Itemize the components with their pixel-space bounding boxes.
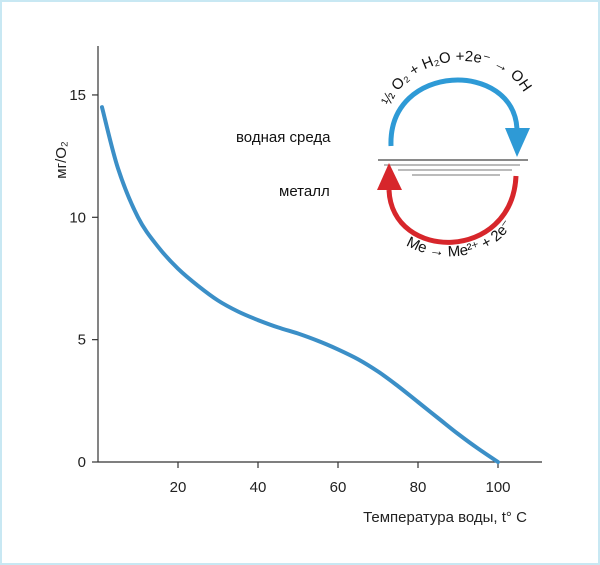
y-tick-label: 0 [78, 454, 86, 471]
x-ticks: 20 40 60 80 100 [170, 462, 511, 496]
water-label: водная среда [236, 129, 331, 146]
oxidation-arrow-arc [386, 175, 519, 245]
x-tick-label: 20 [170, 479, 187, 496]
y-axis-title: мг/O₂ [53, 141, 70, 179]
y-tick-label: 10 [69, 209, 86, 226]
x-tick-label: 40 [250, 479, 267, 496]
metal-label: металл [279, 183, 330, 200]
series-line-oxygen [100, 105, 500, 464]
oxidation-reaction: Me → Me²⁺ + 2e⁻ [404, 217, 516, 261]
reduction-arrow-head [505, 128, 530, 157]
x-tick-label: 60 [330, 479, 347, 496]
y-tick-label: 15 [69, 87, 86, 104]
y-ticks: 0 5 10 15 [69, 87, 98, 471]
x-axis-title: Температура воды, t° C [363, 509, 527, 526]
corrosion-diagram: водная среда металл ½ O₂ + H₂O +2e⁻ → OH… [236, 48, 535, 260]
oxidation-arrow-head [377, 163, 402, 190]
x-tick-label: 100 [485, 479, 510, 496]
x-tick-label: 80 [410, 479, 427, 496]
y-tick-label: 5 [78, 332, 86, 349]
reduction-arrow-arc [388, 77, 520, 147]
